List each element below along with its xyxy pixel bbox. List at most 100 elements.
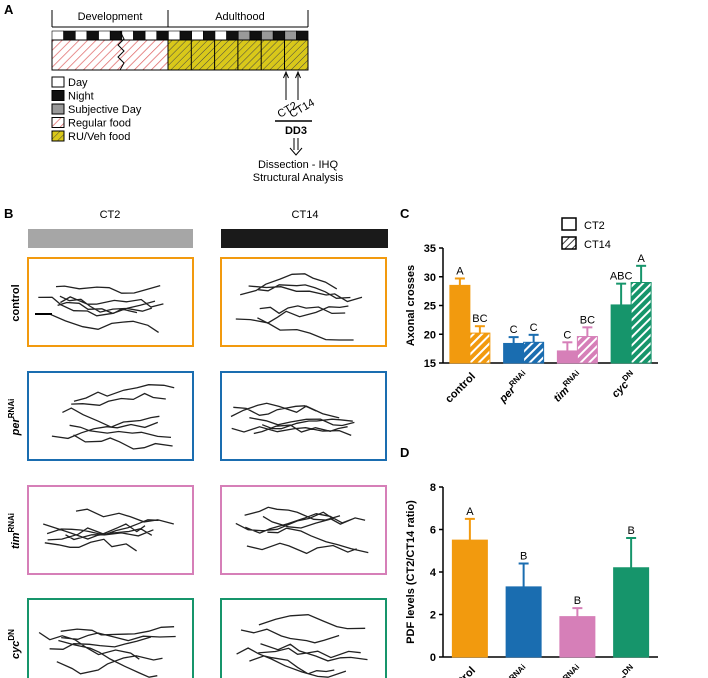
- ct14-bar: [221, 229, 388, 248]
- micrograph-frame: [27, 257, 194, 347]
- light-cycle-cell: [296, 30, 309, 41]
- y-tick-label: 0: [430, 652, 436, 664]
- bar: [556, 350, 578, 364]
- neuron-projection: [235, 273, 363, 341]
- significance-letter: BC: [580, 314, 595, 326]
- neuron-projection: [236, 614, 368, 678]
- legend-label: Regular food: [68, 118, 131, 130]
- x-tick-label: perRNAi: [494, 369, 531, 406]
- light-cycle-cell: [144, 30, 158, 41]
- light-cycle-cell: [214, 30, 227, 41]
- step-label: Dissection - IHQ: [258, 159, 339, 171]
- y-tick-label: 8: [430, 482, 436, 494]
- row-label: perRNAi: [7, 399, 22, 437]
- light-cycle-cell: [249, 30, 262, 41]
- bar: [469, 332, 491, 364]
- bar: [610, 304, 632, 364]
- light-cycle-cell: [86, 30, 99, 41]
- x-tick-label: perRNAi: [494, 663, 531, 678]
- bar: [503, 342, 525, 364]
- light-cycle-cell: [133, 30, 146, 41]
- light-cycle-cell: [226, 30, 239, 41]
- row-label-base: per: [10, 418, 22, 437]
- row-label-base: control: [10, 284, 22, 321]
- light-cycle-cell: [203, 30, 216, 41]
- y-tick-label: 4: [430, 567, 437, 579]
- legend-label: CT2: [584, 220, 605, 232]
- neuron-projection: [42, 508, 174, 552]
- panel-a: A Development Adulthood Day NightSubjective …: [4, 2, 344, 184]
- significance-letter: C: [563, 329, 571, 341]
- light-cycle-cell: [51, 30, 64, 41]
- phase-label: Adulthood: [215, 11, 265, 23]
- x-tick-label: control: [443, 665, 478, 678]
- x-tick-label-sup: RNAi: [507, 369, 527, 389]
- y-tick-label: 35: [424, 243, 436, 255]
- legend-swatch: [51, 76, 65, 88]
- panel-letter: A: [4, 2, 14, 17]
- light-cycle-cell: [191, 30, 204, 41]
- significance-letter: BC: [472, 313, 487, 325]
- ct2-bar: [28, 229, 193, 248]
- panel-letter: D: [400, 445, 409, 460]
- legend-label: RU/Veh food: [68, 131, 130, 143]
- panel-letter: C: [400, 206, 410, 221]
- time-break: [117, 30, 125, 71]
- bar: [449, 284, 471, 364]
- column-label: CT14: [292, 209, 319, 221]
- bar: [630, 282, 652, 364]
- double-arrow: [289, 138, 303, 156]
- row-label-sup: RNAi: [7, 399, 16, 419]
- row-label-base: cyc: [10, 641, 22, 659]
- x-tick-label: cycDN: [607, 662, 639, 678]
- bar: [613, 567, 650, 658]
- x-tick-label-sup: RNAi: [561, 369, 581, 389]
- micrograph-frame: [220, 598, 387, 678]
- light-cycle-cell: [74, 30, 88, 41]
- neuron-projection: [51, 384, 175, 450]
- light-cycle-cell: [109, 30, 123, 41]
- neuron-projection: [38, 284, 164, 333]
- row-label-base: tim: [10, 532, 22, 549]
- legend-swatch: [561, 217, 577, 231]
- row-label: timRNAi: [7, 513, 22, 549]
- bar: [523, 341, 545, 364]
- x-tick-label: timRNAi: [549, 369, 585, 405]
- light-cycle-cell: [98, 30, 111, 41]
- light-cycle-cell: [272, 30, 286, 41]
- y-tick-label: 2: [430, 610, 436, 622]
- x-tick-label: control: [443, 371, 478, 406]
- row-label-sup: DN: [7, 629, 16, 641]
- legend-swatch: [561, 236, 577, 250]
- bar: [576, 336, 598, 364]
- legend-swatch: [51, 130, 65, 142]
- x-tick-label-sup: RNAi: [507, 663, 527, 678]
- x-tick-label: cycDN: [607, 368, 639, 400]
- column-label: CT2: [100, 209, 121, 221]
- micrograph-frame: [27, 485, 194, 575]
- y-axis-title: Axonal crosses: [405, 265, 417, 346]
- significance-letter: B: [574, 595, 581, 607]
- neuron-projection: [230, 402, 355, 437]
- light-cycle-cell: [179, 30, 192, 41]
- regular-food: [51, 39, 169, 71]
- y-tick-label: 15: [424, 358, 436, 370]
- micrograph-frame: [220, 371, 387, 461]
- legend-label: Subjective Day: [68, 104, 142, 116]
- light-cycle-cell: [284, 30, 297, 41]
- light-cycle-cell: [168, 30, 181, 41]
- y-tick-label: 30: [424, 272, 436, 284]
- significance-letter: A: [637, 253, 645, 265]
- x-tick-label: timRNAi: [549, 663, 585, 678]
- significance-letter: C: [530, 322, 538, 334]
- legend-label: Night: [68, 91, 94, 103]
- arrow-head: [283, 70, 289, 79]
- legend-swatch: [51, 103, 65, 115]
- significance-letter: B: [520, 551, 527, 563]
- x-tick-label-base: control: [443, 665, 478, 678]
- x-tick-label-sup: RNAi: [561, 663, 581, 678]
- legend-swatch: [51, 117, 65, 128]
